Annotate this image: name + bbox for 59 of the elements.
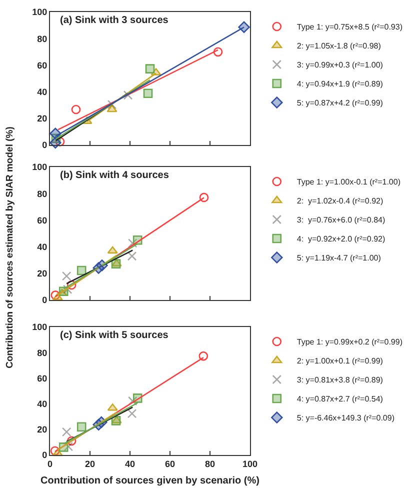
legend-label: 2: y=1.05x-1.8 (r²=0.98): [296, 42, 382, 51]
y-tick-label: 60: [37, 215, 48, 226]
point: [55, 137, 65, 146]
legend-label: Type 1: y=0.99x+0.2 (r²=0.99): [296, 338, 403, 347]
point: [66, 280, 76, 290]
y-axis-title: Contribution of sources estimated by SIAR model (%): [4, 126, 16, 370]
x-tick-label: 60: [164, 458, 176, 469]
legend-label: 5: y=1.19x-4.7 (r²=1.00): [296, 254, 382, 263]
y-tick-label: 40: [37, 242, 48, 252]
point: [199, 192, 209, 202]
point: [71, 104, 81, 114]
point: [238, 21, 250, 34]
point: [76, 422, 86, 432]
legend-label: 4: y=0.87x+2.7 (r²=0.54): [296, 394, 384, 404]
point: [198, 351, 208, 361]
y-tick-label: 40: [37, 398, 48, 409]
legend-label: 3: y=0.81x+3.8 (r²=0.89): [296, 376, 384, 385]
legend-label: 3: y=0.76x+6.0 (r²=0.84): [296, 216, 386, 225]
y-tick-label: 80: [37, 188, 48, 199]
y-tick-label: 100: [32, 322, 48, 332]
point: [213, 47, 223, 57]
legend-label: 5: y=-6.46x+149.3 (r²=0.09): [296, 414, 395, 423]
y-tick-label: 80: [37, 34, 48, 44]
y-tick-label: 60: [37, 373, 48, 384]
y-tick-label: 0: [42, 450, 48, 460]
point: [143, 88, 153, 98]
y-tick-label: 80: [37, 348, 48, 358]
legend-label: Type 1: y=0.75x+8.5 (r²=0.93): [296, 22, 403, 32]
y-tick-label: 20: [37, 268, 48, 279]
x-tick-label: 100: [242, 458, 258, 469]
point: [50, 290, 60, 300]
legend-label: 2: y=1.00x+0.1 (r²=0.99): [296, 356, 384, 366]
chart-title: (b) Sink with 4 sources: [60, 170, 170, 181]
legend-label: 3: y=0.99x+0.3 (r²=1.00): [296, 60, 384, 70]
y-tick-label: 0: [42, 295, 48, 306]
x-tick-label: 80: [204, 458, 216, 469]
y-tick-label: 100: [32, 7, 48, 18]
legend-label: 4: y=0.92x+2.0 (r²=0.92): [296, 234, 386, 244]
point: [50, 446, 60, 456]
legend-label: 2: y=1.02x-0.4 (r²=0.92): [296, 196, 384, 206]
y-tick-label: 40: [37, 86, 48, 97]
y-tick-label: 60: [37, 60, 48, 70]
chart-title: (c) Sink with 5 sources: [60, 330, 169, 341]
legend-label: Type 1: y=1.00x-0.1 (r²=1.00): [296, 178, 401, 187]
point: [66, 436, 76, 446]
chart-title: (a) Sink with 3 sources: [60, 14, 169, 26]
point: [106, 104, 118, 112]
point: [107, 246, 118, 254]
point: [76, 266, 86, 276]
legend-label: 4: y=0.94x+1.9 (r²=0.89): [296, 80, 384, 89]
y-tick-label: 0: [42, 140, 48, 150]
y-tick-label: 100: [32, 162, 48, 172]
x-tick-label: 40: [124, 458, 136, 469]
x-axis-title: Contribution of sources given by scenario (%): [40, 475, 260, 486]
y-tick-label: 20: [37, 114, 48, 124]
point: [145, 64, 155, 74]
x-tick-label: 20: [84, 458, 96, 469]
y-tick-label: 20: [37, 424, 48, 435]
legend-label: 5: y=0.87x+4.2 (r²=0.99): [296, 98, 384, 108]
